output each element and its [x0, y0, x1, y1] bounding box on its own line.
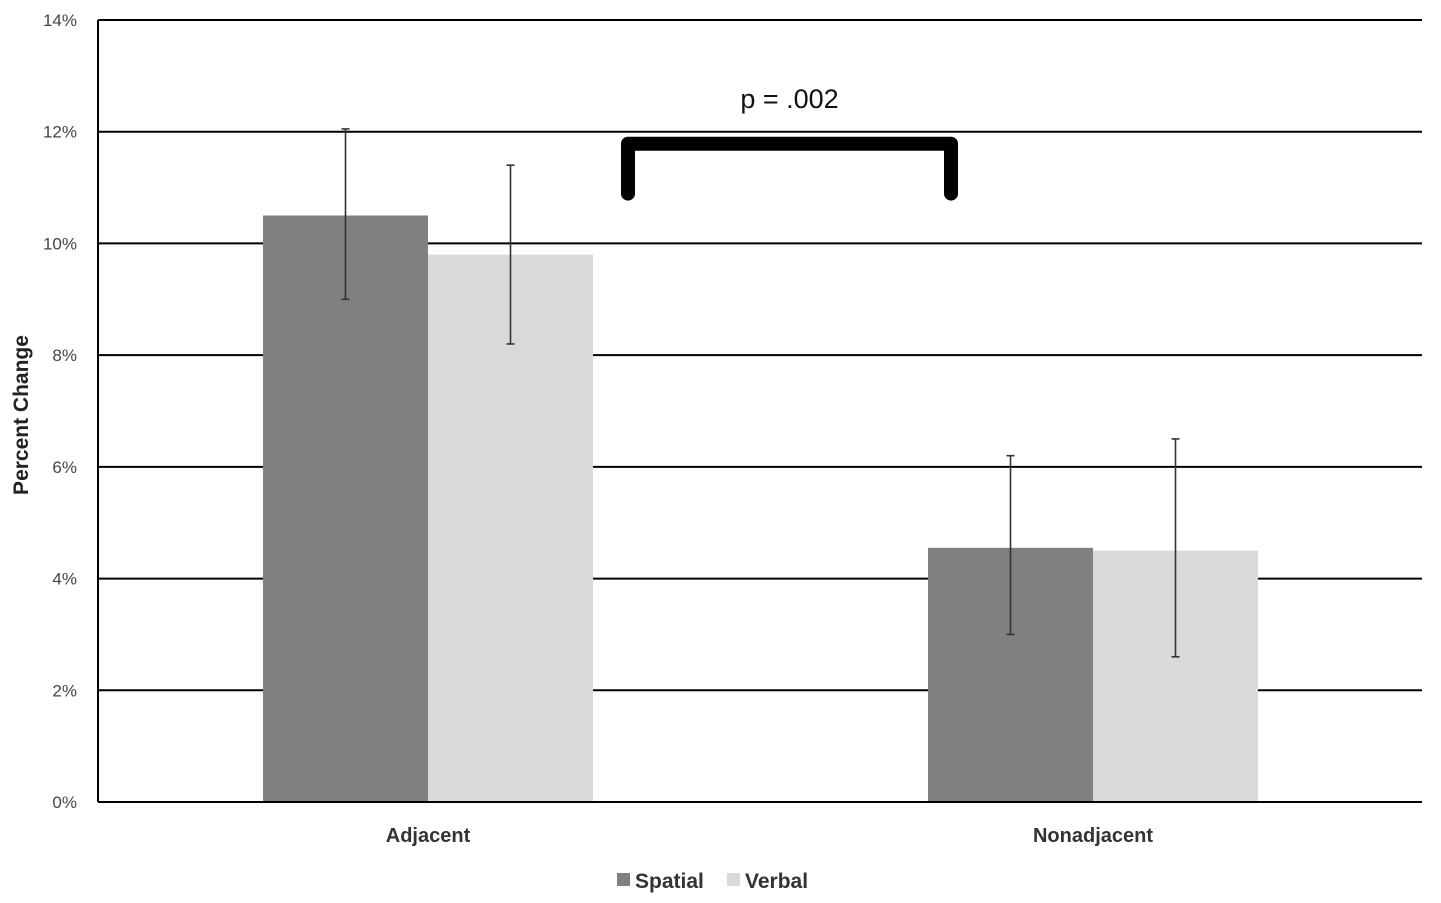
significance-bracket [621, 136, 958, 201]
error-bar-spatial-adjacent [341, 128, 350, 301]
bar-verbal-adjacent [428, 254, 593, 803]
error-bar-spatial-nonadjacent [1006, 454, 1015, 636]
category-label: Nonadjacent [1033, 825, 1153, 847]
y-tick-label: 8% [52, 346, 77, 365]
y-tick-label: 12% [43, 123, 77, 142]
p-value-label: p = .002 [740, 84, 838, 114]
legend-item-verbal: Verbal [727, 870, 808, 893]
legend-swatch [617, 873, 630, 886]
y-tick-label: 10% [43, 234, 77, 253]
category-labels: Adjacent Nonadjacent [386, 825, 1154, 847]
legend-item-spatial: Spatial [617, 870, 704, 893]
bar-spatial-adjacent [263, 215, 428, 802]
error-bar-verbal-nonadjacent [1171, 438, 1180, 658]
legend: Spatial Verbal [617, 870, 808, 893]
bars [263, 215, 1258, 803]
y-tick-label: 2% [52, 681, 77, 700]
y-tick-label: 14% [43, 11, 77, 30]
y-tick-label: 6% [52, 458, 77, 477]
y-tick-label: 0% [52, 793, 77, 812]
y-tick-labels: 0% 2% 4% 6% 8% 10% 12% 14% [43, 11, 77, 812]
legend-label: Verbal [745, 870, 808, 893]
y-tick-label: 4% [52, 570, 77, 589]
legend-label: Spatial [635, 870, 704, 893]
error-bar-verbal-adjacent [506, 164, 515, 345]
category-label: Adjacent [386, 825, 471, 847]
y-axis-title: Percent Change [10, 335, 33, 495]
legend-swatch [727, 873, 740, 886]
axes [97, 20, 1422, 803]
error-bars [341, 128, 1180, 658]
significance-annotation: p = .002 [621, 84, 958, 201]
